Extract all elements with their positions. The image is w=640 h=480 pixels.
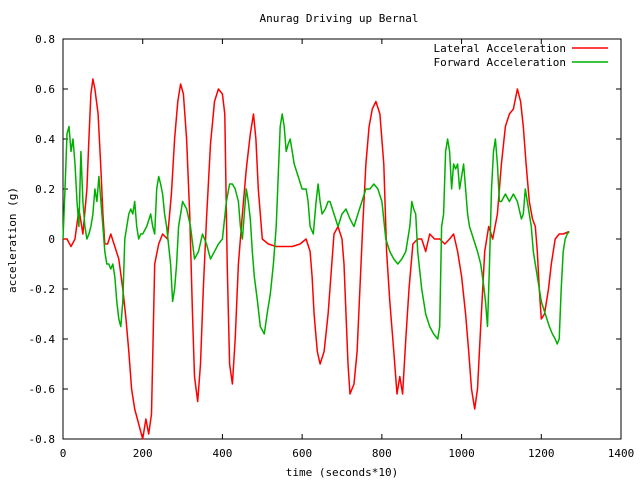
forward-acceleration-line bbox=[62, 113, 570, 345]
legend: Lateral Acceleration Forward Acceleratio… bbox=[434, 42, 608, 69]
y-tick-label: 0.6 bbox=[35, 83, 55, 96]
y-tick-label: -0.2 bbox=[29, 283, 56, 296]
x-axis-label: time (seconds*10) bbox=[286, 466, 399, 479]
x-axis: 0 200 400 600 800 1000 1200 1400 bbox=[60, 39, 635, 460]
y-tick-label: -0.8 bbox=[29, 433, 56, 446]
y-tick-label: 0 bbox=[48, 233, 55, 246]
y-tick-label: -0.6 bbox=[29, 383, 56, 396]
x-tick-label: 600 bbox=[292, 447, 312, 460]
x-tick-label: 1000 bbox=[448, 447, 475, 460]
legend-label-lateral: Lateral Acceleration bbox=[434, 42, 566, 55]
lateral-acceleration-line bbox=[63, 78, 570, 440]
y-tick-label: 0.8 bbox=[35, 33, 55, 46]
y-tick-label: 0.4 bbox=[35, 133, 55, 146]
chart-title: Anurag Driving up Bernal bbox=[260, 12, 419, 25]
x-tick-label: 800 bbox=[372, 447, 392, 460]
series-group bbox=[62, 78, 570, 440]
y-axis: -0.8 -0.6 -0.4 -0.2 0 0.2 0.4 0.6 0.8 bbox=[29, 33, 621, 446]
x-tick-label: 0 bbox=[60, 447, 67, 460]
x-tick-label: 200 bbox=[133, 447, 153, 460]
legend-label-forward: Forward Acceleration bbox=[434, 56, 566, 69]
y-tick-label: -0.4 bbox=[29, 333, 56, 346]
x-tick-label: 1200 bbox=[528, 447, 555, 460]
y-axis-label: acceleration (g) bbox=[6, 187, 19, 293]
y-tick-label: 0.2 bbox=[35, 183, 55, 196]
x-tick-label: 400 bbox=[212, 447, 232, 460]
x-tick-label: 1400 bbox=[608, 447, 635, 460]
